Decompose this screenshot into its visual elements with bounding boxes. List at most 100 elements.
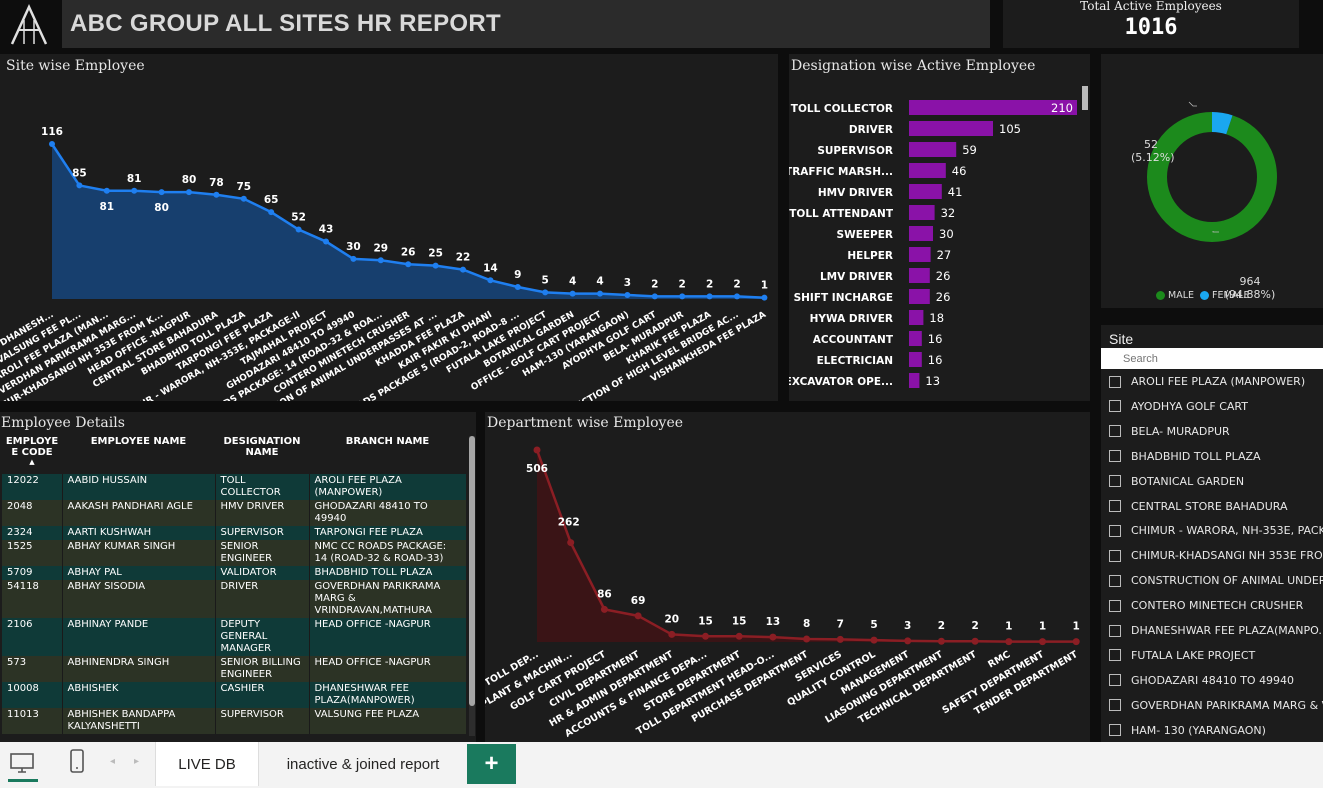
slicer-item[interactable]: BELA- MURADPUR: [1109, 419, 1230, 444]
cell-branch: VALSUNG FEE PLAZA: [309, 708, 466, 734]
cell-designation: SENIOR BILLING ENGINEER: [215, 656, 310, 682]
data-label: 27: [937, 248, 952, 262]
table-scrollbar[interactable]: [469, 436, 475, 736]
table-row[interactable]: 11013 ABHISHEK BANDAPPA KALYANSHETTI SUPER…: [2, 708, 466, 734]
slicer-item-label: FUTALA LAKE PROJECT: [1131, 648, 1256, 662]
table-row[interactable]: 2048 AAKASH PANDHARI AGLE HMV DRIVER GHODAZ…: [2, 500, 466, 526]
male-slice: [1147, 112, 1277, 242]
slicer-item[interactable]: CONTERO MINETECH CRUSHER: [1109, 593, 1303, 618]
slicer-search-box[interactable]: [1101, 348, 1323, 369]
bar: [909, 142, 957, 157]
checkbox[interactable]: [1109, 699, 1121, 712]
next-page-icon[interactable]: ▸: [134, 756, 140, 767]
y-tick-label: EXCAVATOR OPE...: [789, 376, 893, 388]
tab-inactive-joined-report[interactable]: inactive & joined report: [286, 755, 440, 773]
cell-employee-name: AARTI KUSHWAH: [62, 526, 216, 540]
table-row[interactable]: 54118 ABHAY SISODIA DRIVER GOVERDHAN PARIKR…: [2, 580, 466, 618]
table-row[interactable]: 2106 ABHINAY PANDE DEPUTY GENERAL MANAGER H…: [2, 618, 466, 656]
data-point: [734, 293, 740, 300]
gender-donut-chart[interactable]: 52 (5.12%) 964 (94.88%) MALE FEMALE: [1101, 54, 1323, 308]
cell-employee-code: 573: [2, 656, 63, 682]
slicer-item-label: BELA- MURADPUR: [1131, 424, 1230, 438]
data-point: [836, 635, 844, 643]
cell-employee-code: 2324: [2, 526, 63, 540]
chart-scrollbar[interactable]: [1082, 86, 1088, 110]
total-active-employees-card: Total Active Employees 1016: [1003, 0, 1299, 48]
data-label: 78: [209, 177, 224, 189]
slicer-item[interactable]: FUTALA LAKE PROJECT: [1109, 643, 1255, 668]
bar: [909, 373, 920, 388]
checkbox[interactable]: [1109, 624, 1121, 637]
checkbox[interactable]: [1109, 524, 1121, 537]
report-header: ABC GROUP ALL SITES HR REPORT: [62, 0, 990, 48]
slicer-item-label: CONSTRUCTION OF ANIMAL UNDER...: [1131, 574, 1323, 588]
desktop-view-button[interactable]: [8, 750, 38, 782]
checkbox[interactable]: [1109, 475, 1121, 488]
slicer-item[interactable]: CHIMUR - WARORA, NH-353E, PACK...: [1109, 518, 1323, 543]
checkbox[interactable]: [1109, 375, 1121, 388]
slicer-item[interactable]: CONSTRUCTION OF ANIMAL UNDER...: [1109, 568, 1323, 593]
slicer-item[interactable]: BOTANICAL GARDEN: [1109, 469, 1244, 494]
chart-title: Department wise Employee: [487, 415, 684, 431]
prev-page-icon[interactable]: ◂: [110, 756, 116, 767]
table-row[interactable]: 1525 ABHAY KUMAR SINGH SENIOR ENGINEER NMC …: [2, 540, 466, 566]
data-label: 1: [1039, 621, 1046, 633]
data-label: 3: [624, 277, 631, 289]
slicer-item[interactable]: BHADBHID TOLL PLAZA: [1109, 444, 1261, 469]
header-branch-name[interactable]: BRANCH NAME: [345, 436, 430, 447]
checkbox[interactable]: [1109, 400, 1121, 413]
active-indicator: [8, 779, 38, 782]
data-point: [76, 182, 83, 189]
data-label: 81: [99, 201, 114, 213]
data-label: 2: [651, 278, 658, 290]
add-page-button[interactable]: +: [467, 744, 516, 784]
slicer-item[interactable]: AYODHYA GOLF CART: [1109, 394, 1248, 419]
cell-branch: NMC CC ROADS PACKAGE: 14 (ROAD-32 & ROAD…: [309, 540, 466, 566]
slicer-item[interactable]: AROLI FEE PLAZA (MANPOWER): [1109, 369, 1305, 394]
checkbox[interactable]: [1109, 574, 1121, 587]
designation-wise-chart[interactable]: Designation wise Active Employee TOLL CO…: [789, 54, 1090, 401]
scrollbar-thumb[interactable]: [469, 436, 475, 706]
tab-live-db[interactable]: LIVE DB: [155, 742, 259, 786]
header-employee-code[interactable]: EMPLOYE E CODE ▲: [5, 436, 59, 466]
slicer-item[interactable]: CHIMUR-KHADSANGI NH 353E FRO...: [1109, 543, 1323, 568]
bar: [909, 268, 930, 283]
data-point: [706, 293, 713, 300]
y-tick-label: TRAFFIC MARSH...: [789, 166, 893, 178]
mobile-view-button[interactable]: [68, 748, 86, 776]
checkbox[interactable]: [1109, 599, 1121, 612]
data-point: [567, 539, 575, 547]
cell-designation: DRIVER: [215, 580, 310, 618]
slicer-item[interactable]: CENTRAL STORE BAHADURA: [1109, 494, 1288, 519]
checkbox[interactable]: [1109, 724, 1121, 737]
table-row[interactable]: 2324 AARTI KUSHWAH SUPERVISOR TARPONGI FEE …: [2, 526, 466, 540]
table-row[interactable]: 573 ABHINENDRA SINGH SENIOR BILLING ENGINE…: [2, 656, 466, 682]
slicer-item[interactable]: GHODAZARI 48410 TO 49940: [1109, 668, 1294, 693]
checkbox[interactable]: [1109, 500, 1121, 512]
slicer-item[interactable]: GOVERDHAN PARIKRAMA MARG & V...: [1109, 693, 1323, 718]
slicer-item[interactable]: DHANESHWAR FEE PLAZA(MANPO...: [1109, 618, 1323, 643]
data-label: 210: [1051, 101, 1073, 115]
site-wise-employee-chart[interactable]: Site wise Employee 116 DHANESH... 85 VALSUN…: [0, 54, 778, 401]
header-designation-name[interactable]: DESIGNATION NAME: [223, 436, 301, 458]
data-label: 41: [948, 185, 963, 199]
site-slicer[interactable]: Site AROLI FEE PLAZA (MANPOWER) AYODHYA G…: [1101, 325, 1323, 742]
checkbox[interactable]: [1109, 549, 1121, 562]
department-wise-chart[interactable]: Department wise Employee 506 TOLL DEP... 2…: [485, 412, 1090, 742]
table-row[interactable]: 12022 AABID HUSSAIN TOLL COLLECTOR AROLI FE…: [2, 474, 466, 500]
table-row[interactable]: 10008 ABHISHEK CASHIER DHANESHWAR FEE PLAZA…: [2, 682, 466, 708]
data-label: 262: [558, 517, 580, 529]
checkbox[interactable]: [1109, 674, 1121, 687]
data-label: 3: [904, 620, 911, 632]
checkbox[interactable]: [1109, 450, 1121, 463]
search-input[interactable]: [1123, 352, 1293, 365]
checkbox[interactable]: [1109, 649, 1121, 662]
header-employee-name[interactable]: EMPLOYEE NAME: [90, 436, 187, 447]
table-row[interactable]: 5709 ABHAY PAL VALIDATOR BHADBHID TOLL PLAZ…: [2, 566, 466, 580]
data-label: 80: [182, 174, 197, 186]
data-label: 13: [925, 374, 940, 388]
slicer-item[interactable]: HAM- 130 (YARANGAON): [1109, 718, 1266, 742]
employee-details-table[interactable]: Employee Details EMPLOYE E CODE ▲ EMPLOYE…: [0, 412, 476, 742]
data-label: 2: [938, 620, 945, 632]
checkbox[interactable]: [1109, 425, 1121, 438]
